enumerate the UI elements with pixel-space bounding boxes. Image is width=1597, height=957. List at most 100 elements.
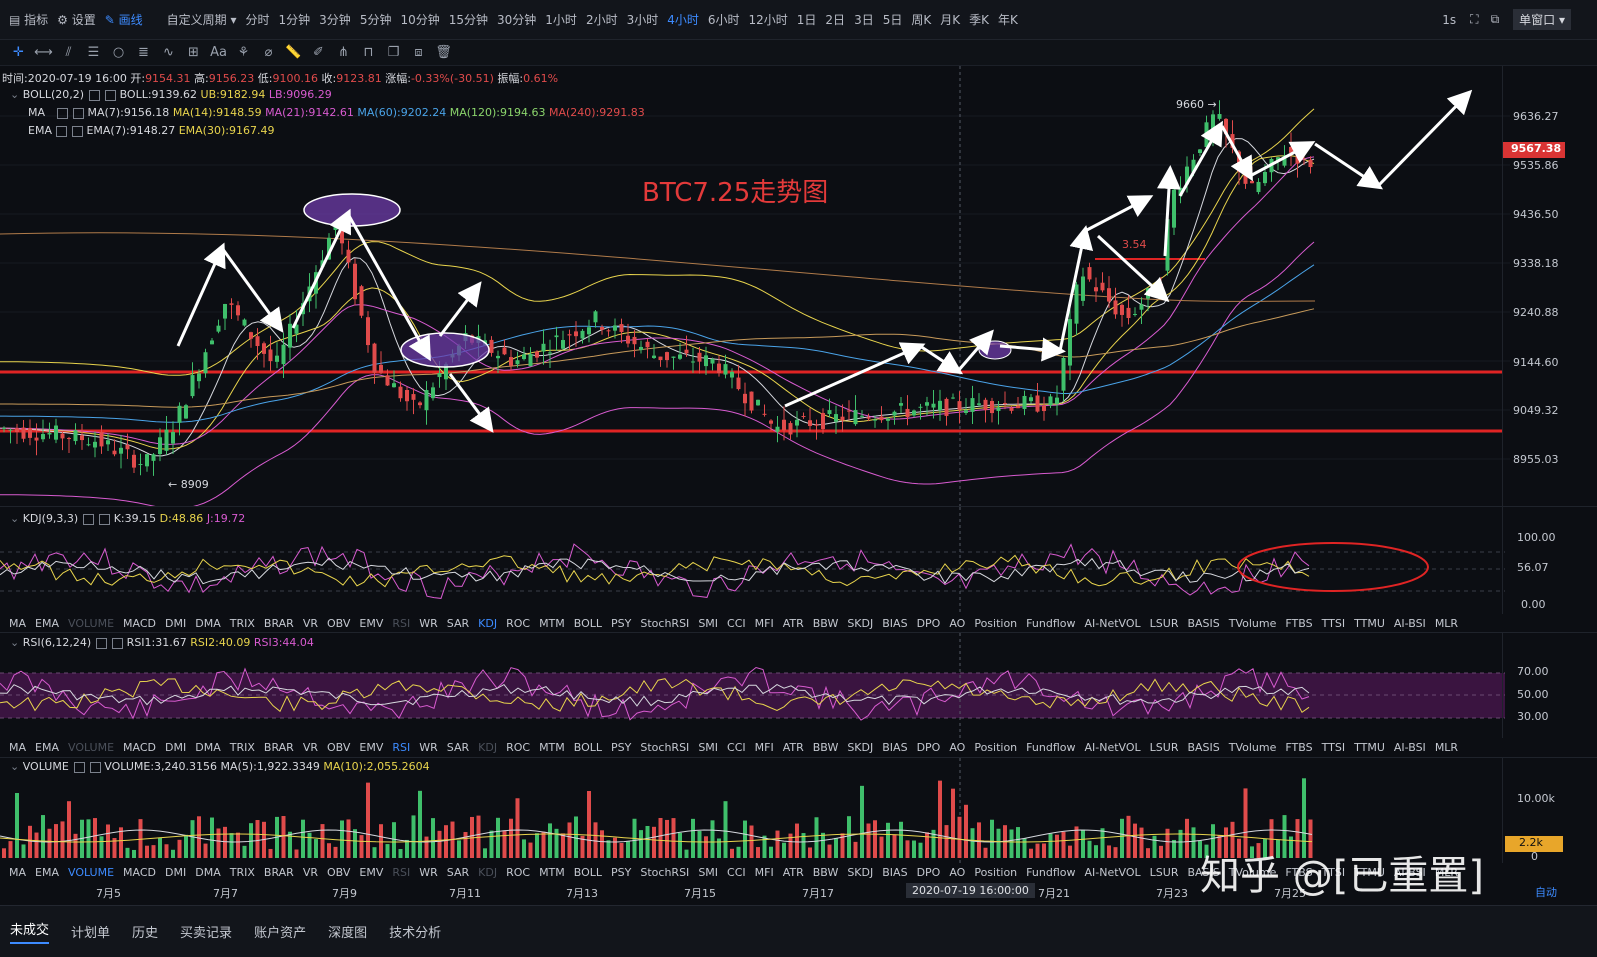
indicator-tab-dma[interactable]: DMA: [195, 865, 221, 879]
indicator-tab-atr[interactable]: ATR: [782, 616, 804, 630]
indicator-tab-roc[interactable]: ROC: [506, 865, 531, 879]
indicator-tab-ftbs[interactable]: FTBS: [1285, 865, 1313, 879]
indicator-tab-boll[interactable]: BOLL: [573, 865, 603, 879]
indicator-button[interactable]: ▤ 指标: [9, 13, 49, 27]
period-tab[interactable]: 月K: [940, 13, 961, 27]
tab-open-orders[interactable]: 未成交: [10, 919, 50, 944]
indicator-tab-ttmu[interactable]: TTMU: [1354, 865, 1385, 879]
indicator-tab-volume[interactable]: VOLUME: [67, 740, 115, 754]
indicator-tab-brar[interactable]: BRAR: [263, 740, 294, 754]
indicator-tab-fundflow[interactable]: Fundflow: [1026, 740, 1076, 754]
indicator-tab-roc[interactable]: ROC: [506, 740, 531, 754]
indicator-tab-ai-bsi[interactable]: AI-BSI: [1393, 865, 1426, 879]
crosshair-icon[interactable]: ✛: [13, 45, 24, 60]
indicator-tab-volume[interactable]: VOLUME: [67, 616, 115, 630]
indicator-tab-tvolume[interactable]: TVolume: [1228, 740, 1277, 754]
indicator-tab-bias[interactable]: BIAS: [882, 616, 908, 630]
indicator-tab-ma[interactable]: MA: [9, 740, 27, 754]
indicator-tab-ttsi[interactable]: TTSI: [1321, 865, 1346, 879]
kdj-chart[interactable]: [0, 507, 1510, 615]
period-tab[interactable]: 12小时: [748, 13, 788, 27]
fullscreen-icon[interactable]: ⛶: [1470, 12, 1479, 26]
indicator-tab-smi[interactable]: SMI: [698, 616, 719, 630]
indicator-tab-ema[interactable]: EMA: [35, 865, 59, 879]
period-tab[interactable]: 10分钟: [400, 13, 440, 27]
close-icon[interactable]: [99, 513, 111, 525]
indicator-tab-psy[interactable]: PSY: [611, 616, 632, 630]
indicator-tab-obv[interactable]: OBV: [327, 740, 351, 754]
indicator-tab-ao[interactable]: AO: [949, 740, 966, 754]
indicator-tab-atr[interactable]: ATR: [782, 865, 804, 879]
settings-icon[interactable]: [57, 107, 69, 119]
indicator-tab-psy[interactable]: PSY: [611, 865, 632, 879]
indicator-tab-ao[interactable]: AO: [949, 616, 966, 630]
indicator-tab-bbw[interactable]: BBW: [812, 616, 839, 630]
indicator-tab-mfi[interactable]: MFI: [754, 865, 774, 879]
period-tab[interactable]: 1小时: [545, 13, 577, 27]
indicator-tab-tvolume[interactable]: TVolume: [1228, 616, 1277, 630]
period-tab[interactable]: 5分钟: [359, 13, 392, 27]
indicator-tab-vr[interactable]: VR: [302, 740, 318, 754]
indicator-tab-boll[interactable]: BOLL: [573, 740, 603, 754]
indicator-tab-ftbs[interactable]: FTBS: [1285, 616, 1313, 630]
indicator-tab-psy[interactable]: PSY: [611, 740, 632, 754]
period-tab-selected[interactable]: 4小时: [667, 13, 699, 27]
indicator-tab-ao[interactable]: AO: [949, 865, 966, 879]
indicator-tab-trix[interactable]: TRIX: [229, 616, 255, 630]
indicator-tab-skdj[interactable]: SKDJ: [847, 740, 874, 754]
indicator-tab-bbw[interactable]: BBW: [812, 865, 839, 879]
indicator-tab-trix[interactable]: TRIX: [229, 740, 255, 754]
indicator-tab-bbw[interactable]: BBW: [812, 740, 839, 754]
close-icon[interactable]: [105, 89, 117, 101]
indicator-tab-rsi[interactable]: RSI: [392, 865, 411, 879]
volume-chart[interactable]: [0, 758, 1510, 864]
tab-plan-orders[interactable]: 计划单: [71, 926, 111, 941]
indicator-tab-sar[interactable]: SAR: [446, 616, 470, 630]
settings-icon[interactable]: [96, 637, 108, 649]
indicator-tab-ema[interactable]: EMA: [35, 616, 59, 630]
price-axis[interactable]: 9636.27 9535.86 9436.50 9338.18 9240.88 …: [1502, 66, 1597, 506]
measure-icon[interactable]: ⌀: [264, 45, 273, 60]
indicator-tab-ai-netvol[interactable]: AI-NetVOL: [1084, 865, 1141, 879]
indicator-tab-mtm[interactable]: MTM: [539, 865, 565, 879]
indicator-tab-macd[interactable]: MACD: [123, 865, 157, 879]
interval-label[interactable]: 1s: [1442, 12, 1457, 27]
grid-icon[interactable]: ⊞: [188, 45, 199, 60]
indicator-tab-mtm[interactable]: MTM: [539, 740, 565, 754]
trend-line-icon[interactable]: ⫽: [65, 45, 72, 60]
main-candlestick-chart[interactable]: [0, 66, 1510, 506]
period-tab[interactable]: 季K: [969, 13, 989, 27]
indicator-tab-dpo[interactable]: DPO: [916, 865, 941, 879]
indicator-tab-obv[interactable]: OBV: [327, 616, 351, 630]
indicator-tab-vr[interactable]: VR: [302, 865, 318, 879]
indicator-tab-sar[interactable]: SAR: [446, 865, 470, 879]
period-tab[interactable]: 2小时: [585, 13, 618, 27]
indicator-tab-fundflow[interactable]: Fundflow: [1026, 616, 1076, 630]
indicator-tab-tvolume[interactable]: TVolume: [1228, 865, 1277, 879]
indicator-tab-ttmu[interactable]: TTMU: [1354, 740, 1385, 754]
copy-icon[interactable]: ❐: [387, 45, 400, 60]
indicator-tab-skdj[interactable]: SKDJ: [847, 616, 874, 630]
indicator-tab-cci[interactable]: CCI: [727, 616, 746, 630]
indicator-tab-position[interactable]: Position: [974, 740, 1018, 754]
period-tab[interactable]: 6小时: [707, 13, 740, 27]
indicator-tab-dma[interactable]: DMA: [195, 616, 221, 630]
indicator-tab-dpo[interactable]: DPO: [916, 740, 941, 754]
tab-tech-analysis[interactable]: 技术分析: [389, 926, 442, 941]
indicator-tab-ai-bsi[interactable]: AI-BSI: [1393, 740, 1426, 754]
indicator-tab-atr[interactable]: ATR: [782, 740, 804, 754]
period-tab[interactable]: 30分钟: [497, 13, 537, 27]
indicator-tab-lsur[interactable]: LSUR: [1149, 865, 1179, 879]
circle-tool-icon[interactable]: ○: [112, 45, 125, 60]
indicator-tab-ai-netvol[interactable]: AI-NetVOL: [1084, 740, 1141, 754]
indicator-tab-ma[interactable]: MA: [9, 616, 27, 630]
indicator-tab-basis[interactable]: BASIS: [1187, 616, 1220, 630]
indicator-tab-sar[interactable]: SAR: [446, 740, 470, 754]
settings-icon[interactable]: [55, 125, 67, 137]
brush-icon[interactable]: ✐: [313, 45, 324, 60]
indicator-tab-rsi[interactable]: RSI: [392, 740, 411, 754]
magnet-icon[interactable]: ⋔: [338, 45, 349, 60]
indicator-tab-volume[interactable]: VOLUME: [67, 865, 115, 879]
popout-icon[interactable]: ⧉: [1490, 12, 1500, 26]
indicator-tab-rsi[interactable]: RSI: [392, 616, 411, 630]
